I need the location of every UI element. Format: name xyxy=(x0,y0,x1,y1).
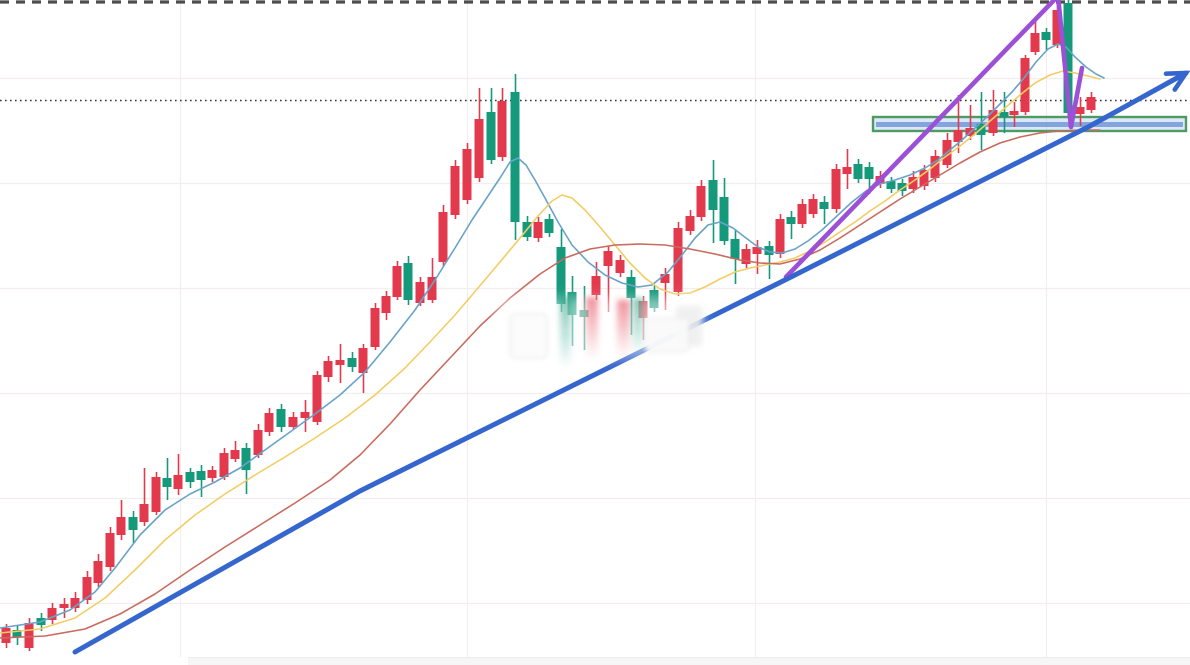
candle xyxy=(392,261,402,300)
candle xyxy=(708,160,718,243)
candle xyxy=(764,241,774,279)
support-zone-box xyxy=(871,115,1188,133)
ma-fast-line xyxy=(0,43,1105,629)
candle xyxy=(819,196,829,224)
candle xyxy=(462,143,472,204)
candle xyxy=(450,160,460,219)
candle xyxy=(276,404,286,432)
candle xyxy=(116,500,126,540)
candle xyxy=(128,511,138,543)
candle xyxy=(842,149,852,189)
candle xyxy=(696,180,706,221)
candle xyxy=(786,211,796,239)
candle xyxy=(808,194,818,218)
candle xyxy=(12,625,22,645)
candle xyxy=(230,441,240,462)
candle xyxy=(253,424,263,458)
candle xyxy=(312,371,322,425)
candle xyxy=(741,244,751,268)
candle xyxy=(919,165,929,190)
zone-center-band xyxy=(876,122,1183,127)
candle xyxy=(70,592,80,612)
candle xyxy=(219,448,229,480)
candle xyxy=(173,454,183,495)
candle xyxy=(1086,92,1096,113)
candle xyxy=(162,458,172,500)
candle xyxy=(323,356,333,382)
candle xyxy=(615,255,625,277)
candle xyxy=(1030,20,1040,55)
candle xyxy=(288,412,298,430)
candle xyxy=(1,624,11,648)
candle xyxy=(403,256,413,305)
candle xyxy=(358,344,368,393)
candle xyxy=(207,466,217,482)
candle xyxy=(988,90,998,136)
candle xyxy=(370,303,380,350)
ma-slow-line xyxy=(0,129,1101,639)
candle xyxy=(105,527,115,571)
candle xyxy=(300,400,310,432)
candle xyxy=(719,178,729,245)
candle xyxy=(151,472,161,515)
candle xyxy=(381,291,391,320)
candle xyxy=(544,214,554,237)
candle xyxy=(486,88,496,164)
candle xyxy=(241,443,251,494)
candle xyxy=(347,352,357,372)
candle xyxy=(853,159,863,183)
candle xyxy=(438,205,448,266)
candle xyxy=(497,88,507,161)
candle xyxy=(775,214,785,258)
candle xyxy=(533,217,543,242)
candle xyxy=(685,210,695,235)
candle xyxy=(1041,28,1051,50)
candle xyxy=(93,554,103,587)
candle xyxy=(752,240,762,274)
bottom-strip xyxy=(188,657,1190,665)
candle xyxy=(1020,55,1030,115)
candle xyxy=(59,598,69,618)
candle xyxy=(510,74,520,240)
candle xyxy=(930,150,940,182)
candle xyxy=(831,164,841,213)
candle xyxy=(797,199,807,228)
candle xyxy=(886,177,896,193)
candle xyxy=(427,258,437,303)
candle xyxy=(47,603,57,624)
candle xyxy=(196,465,206,497)
candle xyxy=(908,171,918,193)
candle xyxy=(185,468,195,488)
candle xyxy=(730,230,740,284)
trendline-arrow-icon xyxy=(1163,70,1190,92)
watermark-smear xyxy=(497,296,703,368)
candle xyxy=(335,344,345,383)
trendline-blue xyxy=(72,70,1190,655)
ma-mid-line xyxy=(0,70,1101,634)
candle xyxy=(139,468,149,526)
candle xyxy=(1075,97,1085,126)
impulse-purple-line xyxy=(783,0,1085,280)
candle xyxy=(474,88,484,182)
candle xyxy=(1009,102,1019,127)
candle xyxy=(82,571,92,604)
candle xyxy=(264,408,274,436)
